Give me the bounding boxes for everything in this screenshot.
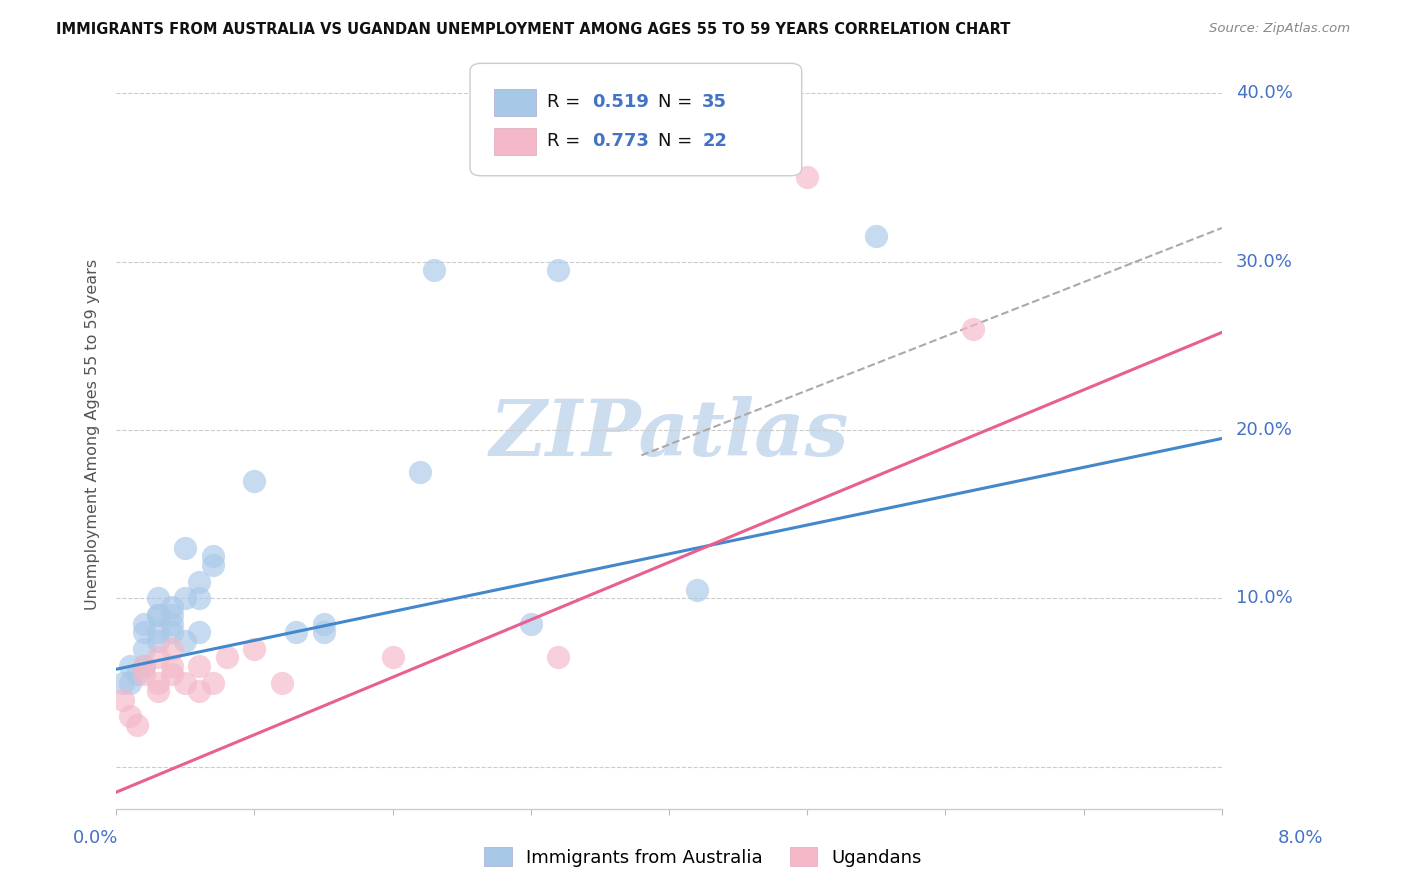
Point	[201, 558, 224, 572]
Point	[423, 263, 446, 277]
Point	[146, 684, 169, 698]
Point	[188, 591, 211, 606]
Point	[796, 170, 818, 185]
Point	[146, 675, 169, 690]
Point	[174, 591, 197, 606]
Point	[160, 599, 183, 614]
Text: Source: ZipAtlas.com: Source: ZipAtlas.com	[1209, 22, 1350, 36]
Point	[188, 574, 211, 589]
Point	[201, 549, 224, 564]
Point	[160, 608, 183, 623]
Point	[160, 625, 183, 640]
Point	[132, 658, 155, 673]
Point	[381, 650, 404, 665]
Point	[865, 229, 887, 244]
Point	[112, 692, 135, 706]
Text: 0.0%: 0.0%	[73, 829, 118, 847]
Point	[146, 650, 169, 665]
Point	[174, 633, 197, 648]
Text: 0.773: 0.773	[592, 132, 648, 150]
Point	[188, 658, 211, 673]
Text: 20.0%: 20.0%	[1236, 421, 1292, 439]
Text: 22: 22	[702, 132, 727, 150]
Point	[174, 541, 197, 555]
FancyBboxPatch shape	[470, 63, 801, 176]
Point	[547, 650, 569, 665]
Point	[146, 608, 169, 623]
Y-axis label: Unemployment Among Ages 55 to 59 years: Unemployment Among Ages 55 to 59 years	[86, 259, 100, 610]
Point	[132, 642, 155, 657]
Point	[160, 616, 183, 631]
Point	[120, 675, 142, 690]
Text: IMMIGRANTS FROM AUSTRALIA VS UGANDAN UNEMPLOYMENT AMONG AGES 55 TO 59 YEARS CORR: IMMIGRANTS FROM AUSTRALIA VS UGANDAN UNE…	[56, 22, 1011, 37]
Text: 40.0%: 40.0%	[1236, 84, 1292, 103]
Text: 8.0%: 8.0%	[1278, 829, 1323, 847]
Point	[120, 709, 142, 723]
Point	[243, 642, 266, 657]
Point	[188, 684, 211, 698]
Point	[201, 675, 224, 690]
Point	[160, 658, 183, 673]
Point	[312, 625, 335, 640]
Point	[686, 583, 709, 598]
Point	[284, 625, 307, 640]
Legend: Immigrants from Australia, Ugandans: Immigrants from Australia, Ugandans	[477, 840, 929, 874]
Point	[188, 625, 211, 640]
Point	[547, 263, 569, 277]
Text: 10.0%: 10.0%	[1236, 590, 1292, 607]
Point	[112, 675, 135, 690]
Point	[132, 625, 155, 640]
Text: 30.0%: 30.0%	[1236, 252, 1292, 270]
Point	[146, 608, 169, 623]
Point	[120, 658, 142, 673]
Point	[146, 633, 169, 648]
Point	[962, 322, 984, 336]
Point	[243, 474, 266, 488]
Point	[132, 616, 155, 631]
Point	[146, 625, 169, 640]
Point	[132, 658, 155, 673]
FancyBboxPatch shape	[495, 128, 536, 155]
Point	[271, 675, 294, 690]
Point	[520, 616, 543, 631]
Point	[132, 667, 155, 681]
FancyBboxPatch shape	[495, 89, 536, 116]
Point	[174, 675, 197, 690]
Point	[125, 667, 148, 681]
Text: R =: R =	[547, 94, 586, 112]
Text: R =: R =	[547, 132, 586, 150]
Point	[125, 718, 148, 732]
Point	[409, 465, 432, 479]
Point	[160, 642, 183, 657]
Text: 0.519: 0.519	[592, 94, 648, 112]
Point	[312, 616, 335, 631]
Point	[160, 667, 183, 681]
Text: ZIPatlas: ZIPatlas	[489, 396, 849, 473]
Text: N =: N =	[658, 132, 697, 150]
Text: N =: N =	[658, 94, 697, 112]
Point	[146, 591, 169, 606]
Point	[215, 650, 238, 665]
Text: 35: 35	[702, 94, 727, 112]
